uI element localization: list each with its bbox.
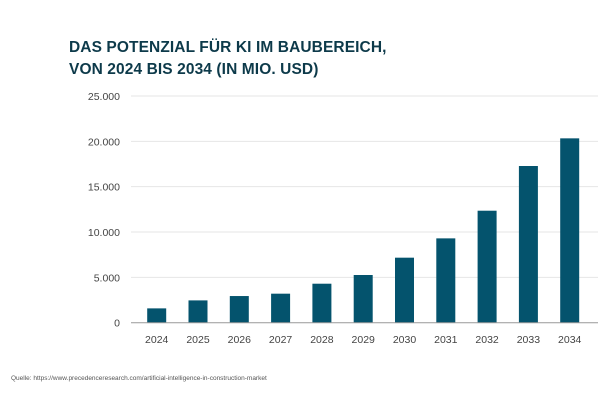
x-tick-label: 2024 xyxy=(145,334,169,346)
x-tick-label: 2029 xyxy=(352,334,376,346)
chart-title: DAS POTENZIAL FÜR KI IM BAUBEREICH, VON … xyxy=(69,37,387,81)
y-tick-label: 0 xyxy=(114,318,120,330)
bar-2024 xyxy=(147,308,167,323)
x-tick-label: 2025 xyxy=(186,334,210,346)
x-tick-label: 2026 xyxy=(228,334,252,346)
x-tick-label: 2033 xyxy=(517,334,541,346)
x-tick-label: 2030 xyxy=(393,334,417,346)
x-tick-label: 2034 xyxy=(558,334,582,346)
bar-2029 xyxy=(353,275,373,323)
y-tick-label: 15.000 xyxy=(88,182,120,194)
x-tick-label: 2031 xyxy=(434,334,458,346)
bar-2034 xyxy=(560,138,580,323)
bar-2032 xyxy=(477,210,497,323)
bar-2030 xyxy=(395,257,414,323)
bar-2027 xyxy=(271,293,291,323)
bar-2031 xyxy=(436,238,456,323)
bar-2025 xyxy=(188,300,208,323)
chart-title-line-2: VON 2024 BIS 2034 (IN MIO. USD) xyxy=(69,61,319,78)
bar-2033 xyxy=(518,166,538,323)
x-tick-label: 2032 xyxy=(475,334,499,346)
bar-2026 xyxy=(229,296,249,323)
y-tick-label: 25.000 xyxy=(88,91,120,103)
x-tick-label: 2027 xyxy=(269,334,293,346)
y-tick-label: 10.000 xyxy=(88,227,120,239)
x-tick-label: 2028 xyxy=(310,334,334,346)
bar-2028 xyxy=(312,283,332,323)
y-tick-label: 5.000 xyxy=(94,272,120,284)
y-tick-label: 20.000 xyxy=(88,136,120,148)
chart-title-line-1: DAS POTENZIAL FÜR KI IM BAUBEREICH, xyxy=(69,39,387,56)
source-note: Quelle: https://www.precedenceresearch.c… xyxy=(11,375,267,382)
